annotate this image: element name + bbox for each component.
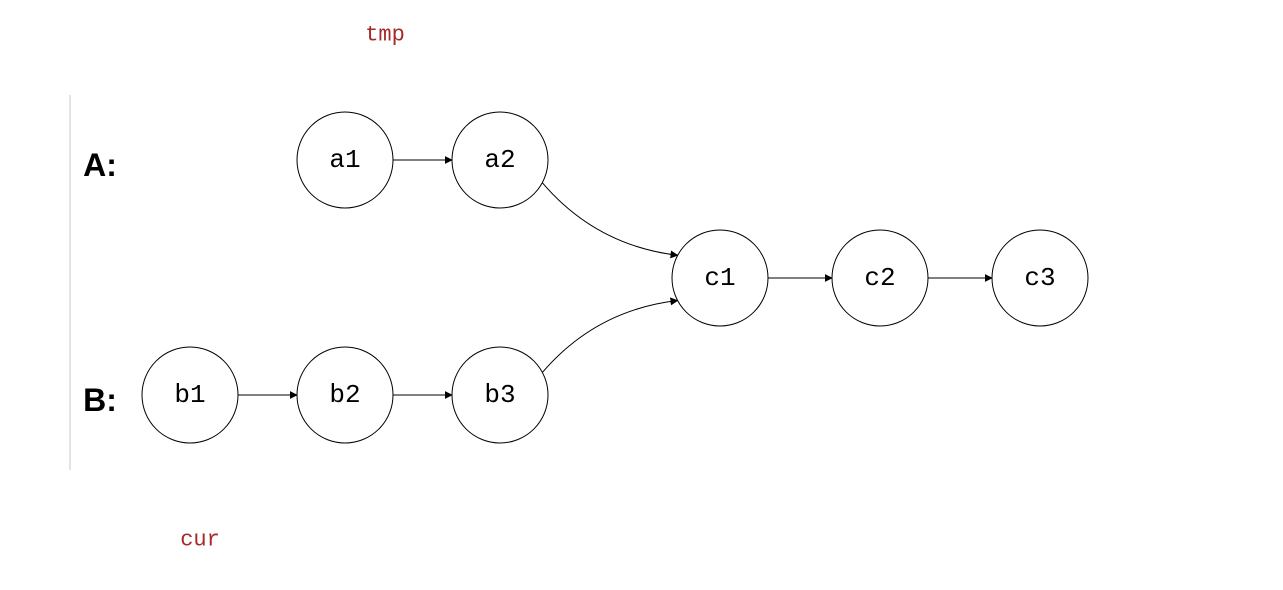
node-a2: a2 bbox=[452, 112, 548, 208]
node-c3: c3 bbox=[992, 230, 1088, 326]
node-a2-label: a2 bbox=[484, 145, 515, 175]
row-label-label-b: B: bbox=[83, 382, 117, 418]
annotation-tmp: tmp bbox=[365, 23, 405, 48]
node-b2-label: b2 bbox=[329, 380, 360, 410]
node-b3-label: b3 bbox=[484, 380, 515, 410]
node-b2: b2 bbox=[297, 347, 393, 443]
diagram-canvas: a1 a2 b1 b2 b3 c1 c2 c3 A: B: tmp cur bbox=[0, 0, 1283, 590]
node-a1-label: a1 bbox=[329, 145, 360, 175]
node-c1-label: c1 bbox=[704, 263, 735, 293]
node-b3: b3 bbox=[452, 347, 548, 443]
node-b1: b1 bbox=[142, 347, 238, 443]
node-c2: c2 bbox=[832, 230, 928, 326]
node-c3-label: c3 bbox=[1024, 263, 1055, 293]
node-c1: c1 bbox=[672, 230, 768, 326]
edge-a2-c1 bbox=[542, 183, 677, 256]
node-b1-label: b1 bbox=[174, 380, 205, 410]
edge-b3-c1 bbox=[542, 301, 677, 373]
node-a1: a1 bbox=[297, 112, 393, 208]
node-c2-label: c2 bbox=[864, 263, 895, 293]
row-label-label-a: A: bbox=[83, 147, 117, 183]
annotation-cur: cur bbox=[180, 528, 220, 553]
